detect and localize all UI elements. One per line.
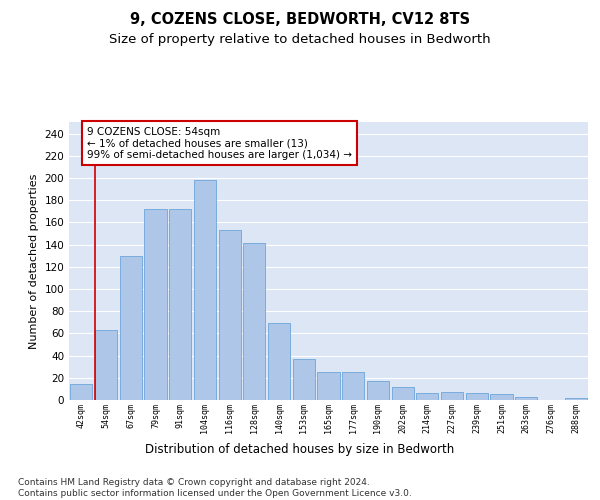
Bar bbox=[342, 372, 364, 400]
Bar bbox=[169, 209, 191, 400]
Bar bbox=[490, 394, 512, 400]
Bar bbox=[145, 209, 167, 400]
Bar bbox=[416, 394, 439, 400]
Bar bbox=[565, 398, 587, 400]
Y-axis label: Number of detached properties: Number of detached properties bbox=[29, 174, 39, 349]
Text: Contains HM Land Registry data © Crown copyright and database right 2024.
Contai: Contains HM Land Registry data © Crown c… bbox=[18, 478, 412, 498]
Bar bbox=[95, 330, 117, 400]
Bar bbox=[392, 386, 414, 400]
Text: 9, COZENS CLOSE, BEDWORTH, CV12 8TS: 9, COZENS CLOSE, BEDWORTH, CV12 8TS bbox=[130, 12, 470, 28]
Bar bbox=[70, 384, 92, 400]
Text: Size of property relative to detached houses in Bedworth: Size of property relative to detached ho… bbox=[109, 32, 491, 46]
Bar bbox=[317, 372, 340, 400]
Bar bbox=[194, 180, 216, 400]
Bar bbox=[243, 244, 265, 400]
Bar bbox=[515, 396, 538, 400]
Bar bbox=[367, 381, 389, 400]
Bar bbox=[293, 359, 315, 400]
Bar bbox=[441, 392, 463, 400]
Text: 9 COZENS CLOSE: 54sqm
← 1% of detached houses are smaller (13)
99% of semi-detac: 9 COZENS CLOSE: 54sqm ← 1% of detached h… bbox=[87, 126, 352, 160]
Bar bbox=[466, 394, 488, 400]
Bar bbox=[268, 324, 290, 400]
Bar bbox=[218, 230, 241, 400]
Text: Distribution of detached houses by size in Bedworth: Distribution of detached houses by size … bbox=[145, 442, 455, 456]
Bar bbox=[119, 256, 142, 400]
